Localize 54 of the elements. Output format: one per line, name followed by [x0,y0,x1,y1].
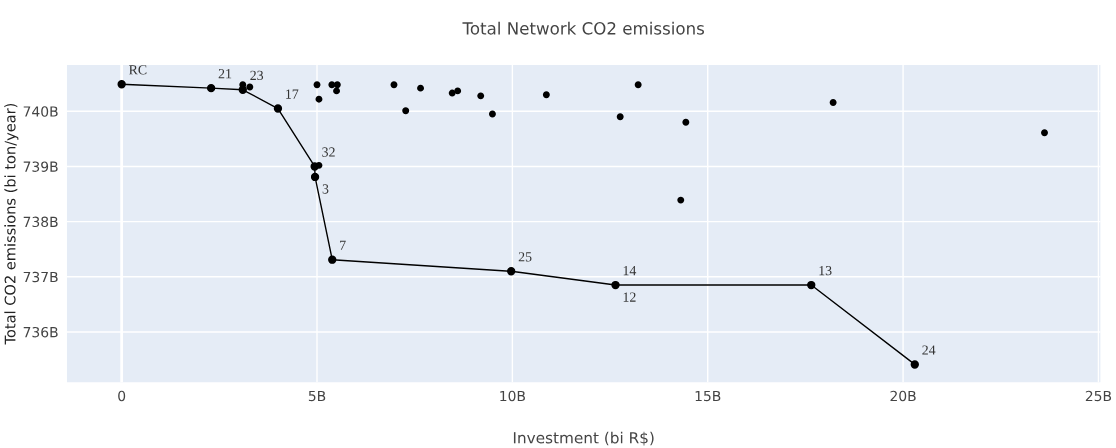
point [1041,129,1048,137]
annotation: 12 [623,292,636,302]
point [417,84,425,92]
point [315,95,323,103]
point [454,87,462,95]
point [682,118,690,126]
annotation: 13 [819,265,832,276]
chart-title: Total Network CO2 emissions [462,21,705,35]
x-tick-label: 5B [308,390,326,402]
point [333,81,341,89]
annotation: 32 [322,147,335,157]
point [542,91,550,99]
y-axis-title: Total CO2 emissions (bi ton/year) [4,103,19,345]
point [390,81,398,89]
x-tick-label: 15B [695,390,721,402]
x-tick-label: 0 [118,390,126,402]
annotation: 14 [623,265,637,276]
point [477,92,485,100]
point [333,87,341,95]
y-tick-label: 737B [23,271,58,283]
point [634,81,642,89]
point [677,196,685,204]
point [616,113,624,121]
x-tick-label: 20B [890,390,916,402]
point [507,267,516,276]
point [402,107,410,115]
point [313,81,321,89]
point [206,83,216,93]
x-axis-title: Investment (bi R$) [513,431,654,446]
point [611,280,620,290]
annotation: 3 [322,184,329,194]
point [117,80,126,89]
y-tick-label: 738B [23,216,58,228]
x-tick-label: 25B [1085,390,1112,402]
annotation: 24 [922,345,936,355]
point [246,83,254,91]
y-tick-label: 736B [23,326,58,338]
point [829,99,837,106]
x-tick-label: 10B [500,390,525,402]
annotation: RC [129,65,147,75]
annotation: 21 [218,69,232,79]
annotation: 17 [286,89,299,99]
y-tick-label: 739B [23,161,58,172]
annotation: 25 [518,252,532,262]
point [310,172,320,182]
point [315,161,323,169]
annotation: 23 [250,70,264,81]
point [488,110,496,118]
point [910,360,919,369]
point [273,104,283,113]
point [328,255,337,264]
y-tick-label: 740B [23,106,58,117]
annotation: 7 [340,240,346,250]
point [807,280,816,290]
